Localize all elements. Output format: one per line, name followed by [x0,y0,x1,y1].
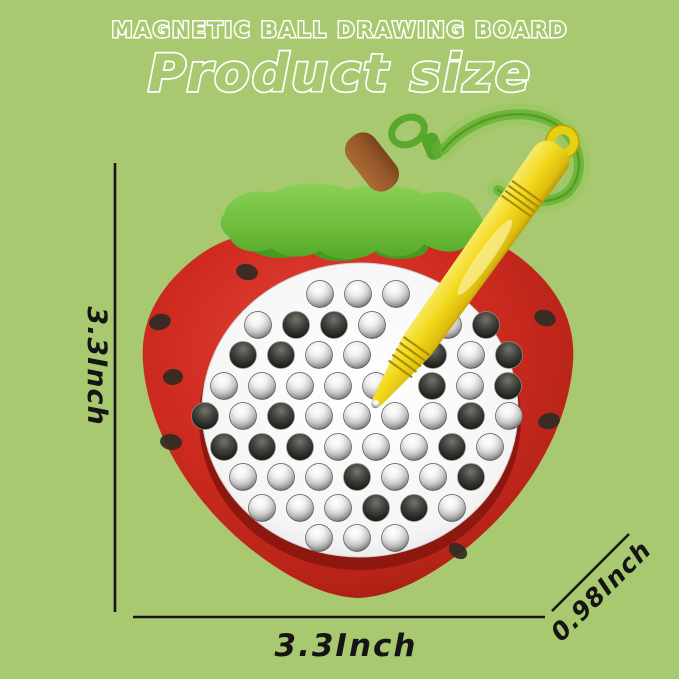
pen-tip [371,399,380,409]
pen-rings-top [501,179,543,218]
magnetic-ball-up [419,402,447,430]
magnetic-ball-up [343,402,371,430]
magnetic-ball-down [320,311,348,339]
height-dimension-label: 3.3Inch [81,306,112,425]
magnetic-ball-down [248,433,276,461]
stem-clip [344,113,444,192]
magnetic-ball-up [324,494,352,522]
pen-finger-groove [457,219,513,296]
dimension-depth: 0.98Inch [545,533,657,647]
magnetic-ball-up [343,341,371,369]
magnetic-ball-down [282,311,310,339]
magnetic-ball-up [400,433,428,461]
magnetic-ball-up [381,524,409,552]
magnetic-ball-up [358,311,386,339]
magnetic-ball-up [438,494,466,522]
page-subtitle: Product size [148,44,532,104]
magnetic-ball-down [362,494,390,522]
seed-dot [534,309,556,327]
magnetic-ball-up [244,311,272,339]
magnetic-ball-down [457,402,485,430]
magnetic-ball-down [267,402,295,430]
magnetic-ball-down [267,341,295,369]
magnetic-ball-up [267,463,295,491]
magnetic-ball-up [286,372,314,400]
magnetic-ball-up [229,463,257,491]
magnetic-ball-up [476,433,504,461]
seed-dot [236,263,258,281]
magnetic-ball-up [382,280,410,308]
magnetic-ball-up [305,524,333,552]
seed-dot [538,412,560,430]
magnetic-ball-up [344,280,372,308]
magnetic-ball-down [438,433,466,461]
leaf-cap [220,183,483,261]
seed-dot [448,542,468,560]
magnetic-ball-up [286,494,314,522]
seed-dot [163,368,183,386]
magnetic-ball-up [324,433,352,461]
magnetic-ball-up [229,402,257,430]
ring-collar [421,132,444,160]
magnetic-ball-up [457,341,485,369]
magnetic-ball-up [210,372,238,400]
magnetic-ball-down [400,494,428,522]
stylus-pen [371,124,580,409]
balls-layer [191,280,523,552]
leaf-blob [220,183,483,259]
magnetic-ball-down [457,463,485,491]
magnetic-ball-down [495,341,523,369]
magnetic-ball-up [305,402,333,430]
page-title: MAGNETIC BALL DRAWING BOARD [112,18,569,42]
depth-dimension-label: 0.98Inch [545,535,657,647]
seed-dot [160,433,182,451]
magnetic-ball-up [495,402,523,430]
magnetic-ball-down [210,433,238,461]
magnetic-ball-down [191,402,219,430]
magnetic-ball-up [248,372,276,400]
seed-dot [149,313,171,331]
magnetic-ball-down [229,341,257,369]
magnetic-ball-up [305,341,333,369]
magnetic-ball-up [456,372,484,400]
dimension-width: 3.3Inch [133,615,545,664]
magnetic-ball-up [306,280,334,308]
magnetic-ball-down [418,372,446,400]
keyring [388,113,428,149]
seed-dots [149,263,560,560]
magnetic-ball-up [381,402,409,430]
depth-dimension-line [551,533,630,612]
magnetic-ball-down [343,463,371,491]
magnetic-ball-up [305,463,333,491]
magnetic-ball-up [343,524,371,552]
magnetic-ball-up [381,463,409,491]
magnetic-ball-down [494,372,522,400]
pen-rings-bottom [388,335,431,379]
magnetic-ball-down [472,311,500,339]
width-dimension-label: 3.3Inch [275,628,418,664]
magnetic-ball-up [419,463,447,491]
magnetic-ball-up [248,494,276,522]
magnetic-ball-up [324,372,352,400]
magnetic-ball-up [362,433,390,461]
stem [344,132,400,192]
magnetic-ball-down [286,433,314,461]
dimension-height: 3.3Inch [81,163,117,612]
